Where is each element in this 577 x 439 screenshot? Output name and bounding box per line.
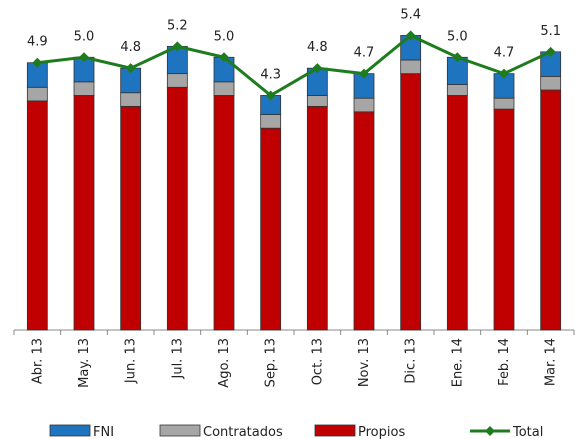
- data-label: 5.0: [447, 29, 468, 44]
- data-label: 4.3: [260, 67, 281, 82]
- bar-segment: [446, 95, 468, 331]
- legend-marker: [485, 426, 495, 436]
- total-marker: [452, 52, 463, 63]
- bar-segment: [26, 86, 48, 102]
- bar-segment: [306, 105, 328, 331]
- total-marker: [499, 68, 509, 79]
- bar-segment: [306, 95, 328, 107]
- total-marker: [32, 57, 43, 68]
- bar-segment: [73, 95, 95, 331]
- data-label: 5.0: [74, 29, 95, 44]
- bar-segment: [446, 84, 468, 96]
- legend-label: FNI: [93, 425, 114, 439]
- x-tick-label: Jul. 13: [170, 338, 185, 380]
- legend-swatch: [314, 424, 356, 437]
- bar-segment: [400, 73, 422, 331]
- data-label: 4.7: [494, 46, 515, 61]
- bar-segment: [493, 108, 515, 331]
- bar-segment: [540, 75, 562, 91]
- bar-segment: [213, 81, 235, 96]
- total-marker: [405, 30, 416, 41]
- legend-label: Contratados: [203, 425, 283, 439]
- data-label: 5.0: [214, 29, 235, 44]
- data-label: 5.1: [540, 24, 561, 39]
- data-label: 4.8: [120, 40, 141, 55]
- bar-segment: [166, 73, 188, 88]
- x-tick-label: Oct. 13: [310, 338, 325, 385]
- x-tick-label: Feb. 14: [497, 338, 512, 386]
- x-tick-label: Jun. 13: [124, 338, 139, 384]
- bar-segment: [73, 81, 95, 96]
- x-tick-label: Mar. 14: [544, 338, 559, 386]
- bar-segment: [213, 95, 235, 331]
- total-marker: [545, 46, 556, 57]
- data-label: 4.7: [354, 46, 375, 61]
- bar-segment: [26, 100, 48, 331]
- total-marker: [265, 90, 276, 101]
- x-tick-label: Abr. 13: [30, 338, 45, 384]
- data-label: 5.2: [167, 18, 188, 33]
- x-tick-label: Ene. 14: [450, 338, 465, 387]
- bar-segment: [540, 89, 562, 331]
- total-marker: [125, 63, 136, 74]
- data-label: 4.8: [307, 40, 328, 55]
- total-marker: [219, 52, 229, 63]
- x-tick-label: Nov. 13: [357, 338, 372, 387]
- total-marker: [359, 68, 369, 79]
- x-tick-label: Sep. 13: [264, 338, 279, 387]
- x-tick-label: May. 13: [77, 338, 92, 388]
- bar-segment: [353, 97, 375, 113]
- bar-segment: [260, 127, 282, 331]
- bar-segment: [120, 92, 142, 107]
- legend-label: Total: [512, 425, 543, 439]
- total-marker: [312, 63, 323, 74]
- x-tick-label: Ago. 13: [217, 338, 232, 388]
- data-label: 5.4: [400, 7, 421, 22]
- bar-segment: [493, 97, 515, 110]
- total-line: [37, 33, 552, 98]
- total-marker: [172, 41, 183, 52]
- bar-segment: [166, 86, 188, 331]
- bar-segment: [400, 59, 422, 75]
- legend-label: Propios: [358, 425, 405, 439]
- legend-swatch: [49, 424, 91, 437]
- x-tick-label: Dic. 13: [404, 338, 419, 384]
- total-marker: [79, 52, 89, 63]
- bar-segment: [260, 114, 282, 129]
- bar-segment: [353, 111, 375, 331]
- data-label: 4.9: [27, 35, 48, 50]
- bar-segment: [120, 105, 142, 331]
- legend-swatch: [159, 424, 201, 437]
